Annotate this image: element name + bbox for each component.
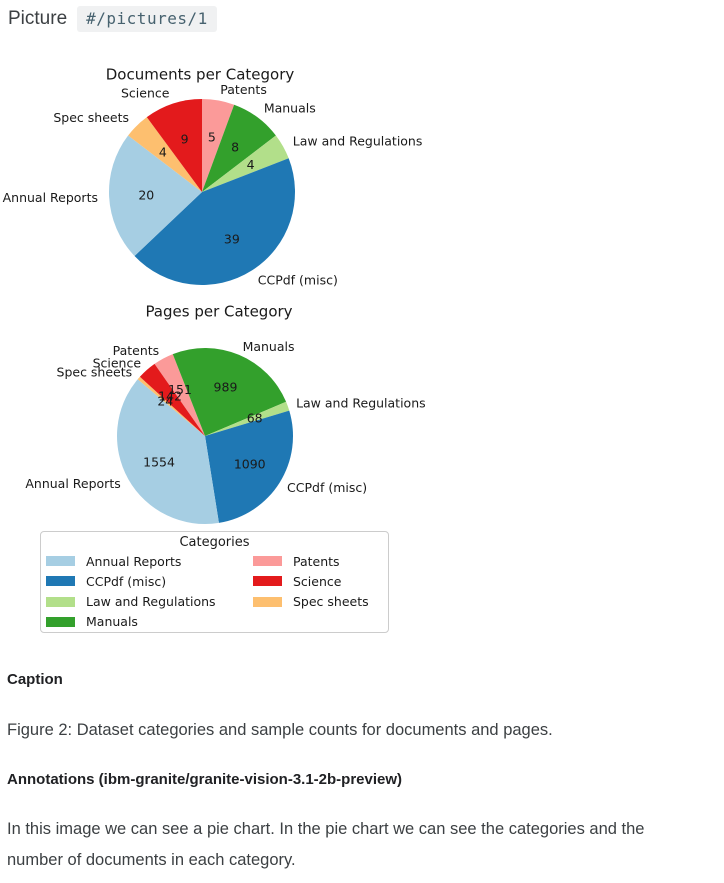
page-title: Picture [8, 8, 68, 29]
pie-value-patents: 151 [168, 382, 192, 397]
chart-title: Pages per Category [145, 302, 292, 320]
annotations-text: In this image we can see a pie chart. In… [7, 820, 645, 869]
pie-label-spec-sheets: Spec sheets [53, 110, 129, 125]
legend-label-law-and-regulations: Law and Regulations [86, 594, 216, 610]
pie-label-patents: Patents [113, 343, 160, 358]
pie-label-spec-sheets: Spec sheets [57, 365, 133, 380]
legend-swatch-ccpdf-misc [46, 576, 75, 587]
pie-slice-annual-reports [108, 135, 202, 256]
pie-label-patents: Patents [220, 82, 267, 97]
pie-slice-science [146, 99, 202, 192]
legend-item-ccpdf-misc: CCPdf (misc) [46, 573, 167, 589]
pie-value-annual-reports: 20 [138, 187, 154, 202]
caption-text: Figure 2: Dataset categories and sample … [7, 721, 553, 739]
legend-item-patents: Patents [253, 553, 340, 569]
chart-legend: Categories Annual Reports CCPdf (misc) Law… [40, 531, 389, 633]
legend-label-annual-reports: Annual Reports [86, 553, 182, 569]
pie-label-science: Science [93, 356, 142, 371]
pie-slice-ccpdf-misc [205, 410, 294, 523]
pie-label-science: Science [121, 85, 170, 100]
legend-swatch-law-and-regulations [46, 596, 75, 607]
pie-slice-ccpdf-misc [134, 158, 295, 286]
pie-charts-figure: Documents per Category 5 Patents 8 Manuals 4 L… [3, 65, 426, 524]
caption-heading: Caption [7, 671, 63, 688]
annotations-heading: Annotations (ibm-granite/granite-vision-… [7, 771, 403, 788]
chart-title: Documents per Category [106, 65, 295, 83]
legend-label-manuals: Manuals [86, 614, 138, 630]
pie-value-science: 9 [181, 131, 189, 146]
pie-value-manuals: 989 [214, 380, 238, 395]
pie-slice-science [139, 363, 205, 436]
legend-item-manuals: Manuals [46, 614, 138, 630]
picture-path-chip[interactable]: #/pictures/1 [77, 6, 217, 32]
pie-value-spec-sheets: 4 [159, 145, 167, 160]
pie-slice-annual-reports [117, 379, 219, 524]
legend-label-patents: Patents [293, 553, 340, 569]
legend-swatch-patents [253, 556, 282, 566]
legend-label-ccpdf-misc: CCPdf (misc) [86, 573, 167, 589]
pie-label-annual-reports: Annual Reports [3, 190, 98, 205]
legend-item-annual-reports: Annual Reports [46, 553, 182, 569]
pie-value-patents: 5 [208, 129, 216, 144]
pie-label-ccpdf-misc: CCPdf (misc) [287, 480, 367, 495]
pie-value-science: 142 [158, 389, 182, 404]
legend-item-science: Science [253, 573, 342, 589]
pie-label-ccpdf-misc: CCPdf (misc) [258, 272, 338, 287]
pie-slice-law-and-regulations [205, 401, 290, 436]
pie-slice-spec-sheets [137, 376, 205, 436]
legend-item-law-and-regulations: Law and Regulations [46, 594, 216, 610]
legend-item-spec-sheets: Spec sheets [253, 594, 369, 610]
pie-label-law-and-regulations: Law and Regulations [293, 133, 423, 148]
pie-value-law-and-regulations: 4 [247, 157, 255, 172]
pie-value-annual-reports: 1554 [143, 454, 175, 469]
pie-label-annual-reports: Annual Reports [25, 476, 120, 491]
pie-slice-manuals [172, 348, 287, 436]
pie-value-law-and-regulations: 68 [247, 410, 263, 425]
legend-swatch-science [253, 576, 282, 587]
pie-slice-spec-sheets [128, 117, 202, 192]
pie-label-manuals: Manuals [243, 339, 295, 354]
legend-label-spec-sheets: Spec sheets [293, 594, 369, 610]
pie-label-manuals: Manuals [264, 101, 316, 116]
pie-value-ccpdf-misc: 39 [224, 232, 240, 247]
pie-value-manuals: 8 [231, 139, 239, 154]
legend-swatch-manuals [46, 616, 75, 627]
legend-label-science: Science [293, 573, 342, 589]
picture-header: Picture #/pictures/1 [8, 6, 217, 32]
pie-value-ccpdf-misc: 1090 [234, 456, 266, 471]
legend-swatch-spec-sheets [253, 596, 282, 607]
pie-slice-manuals [202, 104, 276, 192]
legend-swatch-annual-reports [46, 556, 75, 566]
pie-slice-patents [154, 354, 205, 436]
pie-value-spec-sheets: 24 [157, 394, 173, 409]
pie-slice-patents [202, 99, 235, 192]
pie-label-law-and-regulations: Law and Regulations [296, 396, 426, 411]
pie-slice-law-and-regulations [202, 135, 289, 192]
legend-title: Categories [179, 535, 250, 550]
